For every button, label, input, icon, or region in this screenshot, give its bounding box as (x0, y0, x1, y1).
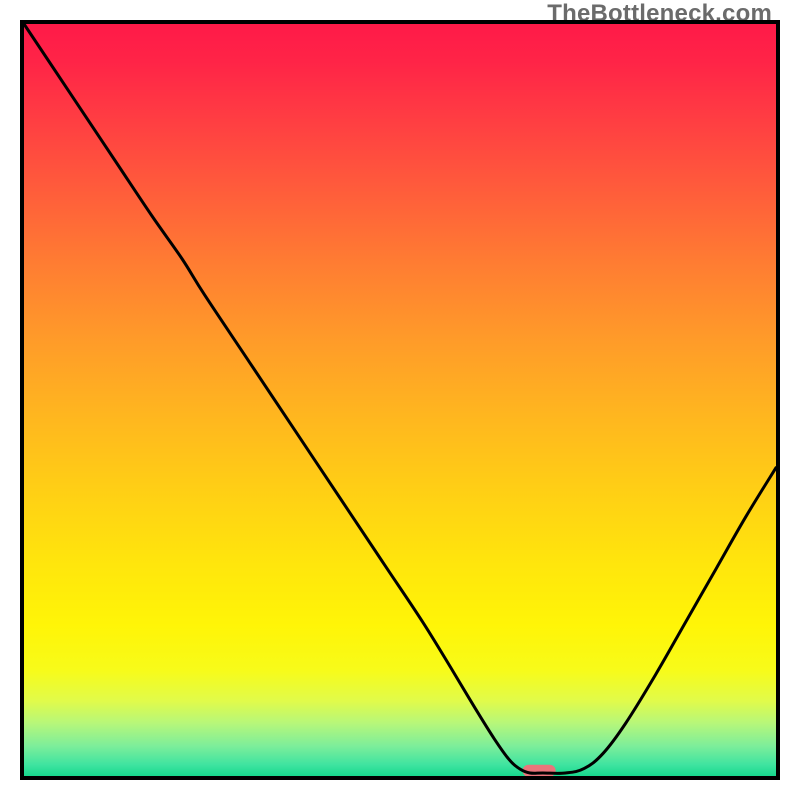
plot-area (20, 20, 780, 780)
chart-svg (20, 20, 780, 780)
optimum-marker (523, 765, 556, 777)
